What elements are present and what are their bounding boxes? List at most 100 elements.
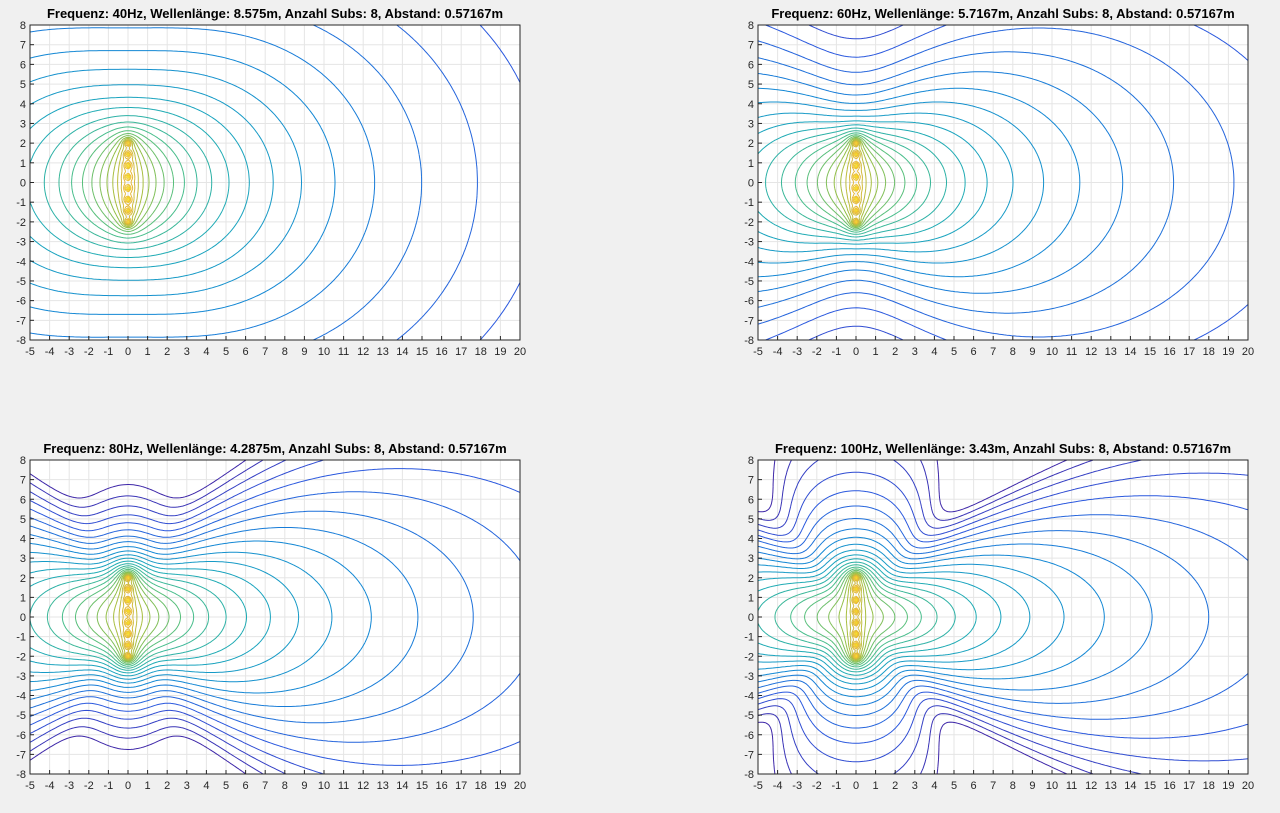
contour-line: [758, 460, 1142, 774]
y-tick-label: -3: [744, 671, 754, 683]
y-tick-label: -1: [16, 197, 26, 209]
x-tick-label: 12: [357, 780, 369, 792]
x-tick-label: -2: [84, 780, 94, 792]
contour-lines: [30, 25, 520, 340]
y-tick-label: 2: [20, 138, 26, 150]
x-tick-label: 11: [338, 346, 349, 358]
contour-line: [30, 540, 372, 694]
y-tick-label: -6: [744, 730, 754, 742]
y-tick-label: 5: [748, 79, 754, 91]
y-tick-label: -1: [16, 632, 26, 644]
contour-line: [30, 107, 230, 258]
contour-line: [758, 460, 1068, 774]
x-tick-label: 4: [203, 346, 209, 358]
x-tick-label: 17: [455, 780, 467, 792]
y-tick-label: -5: [16, 710, 26, 722]
x-tick-label: 9: [1029, 346, 1035, 358]
x-tick-label: -1: [832, 780, 842, 792]
y-tick-label: -8: [744, 335, 754, 347]
contour-line: [30, 68, 302, 297]
x-tick-label: 10: [1046, 346, 1058, 358]
contour-line: [758, 124, 966, 241]
x-tick-label: 6: [971, 780, 977, 792]
x-tick-label: -5: [25, 780, 35, 792]
contour-line: [91, 133, 165, 232]
subplot-title: Frequenz: 40Hz, Wellenlänge: 8.575m, Anz…: [47, 6, 503, 21]
contour-line: [118, 573, 138, 661]
y-tick-label: -6: [16, 730, 26, 742]
contour-line: [758, 558, 977, 676]
y-tick-label: 8: [748, 20, 754, 32]
y-tick-label: -1: [744, 197, 754, 209]
contour-line: [758, 87, 1081, 278]
y-tick-label: 4: [20, 99, 26, 111]
contour-line: [30, 560, 247, 674]
y-tick-label: -8: [16, 769, 26, 781]
x-tick-label: 14: [396, 346, 408, 358]
subplot-60hz: -5 -4 -3 -2 -1 0 1 2 3 4 5 6 7 8 9 10 11 12 13 14 15 16 17 18 19…: [744, 6, 1254, 358]
x-tick-label: 15: [416, 346, 428, 358]
y-tick-label: -2: [744, 217, 754, 229]
x-tick-label: 8: [282, 780, 288, 792]
contour-line: [758, 505, 1248, 729]
y-tick-label: 4: [20, 534, 26, 546]
y-tick-label: -5: [744, 276, 754, 288]
x-tick-label: -2: [84, 346, 94, 358]
x-tick-label: -1: [104, 780, 114, 792]
contour-line: [61, 567, 195, 667]
x-tick-label: 13: [1105, 346, 1117, 358]
contour-line: [758, 554, 1002, 680]
x-tick-label: 0: [125, 346, 131, 358]
y-tick-label: -4: [16, 691, 26, 703]
y-tick-label: -5: [744, 710, 754, 722]
contour-line: [794, 132, 918, 233]
x-tick-label: -3: [64, 780, 74, 792]
contour-line: [758, 101, 1045, 264]
contour-line: [840, 138, 872, 227]
contour-line: [849, 573, 863, 661]
y-tick-label: 5: [20, 514, 26, 526]
x-tick-label: 18: [475, 780, 487, 792]
x-tick-label: -4: [773, 780, 783, 792]
contour-line: [758, 27, 1235, 338]
x-tick-label: 1: [145, 780, 151, 792]
contour-line: [30, 460, 287, 774]
contour-line: [106, 136, 150, 229]
x-tick-label: -2: [812, 780, 822, 792]
y-tick-label: 0: [748, 178, 754, 190]
contour-line: [58, 121, 198, 244]
contour-line: [71, 126, 185, 239]
contour-line: [838, 572, 874, 662]
x-tick-label: 6: [243, 346, 249, 358]
contour-lines: [30, 460, 520, 774]
y-tick-label: -3: [16, 237, 26, 249]
y-tick-label: -2: [744, 651, 754, 663]
y-tick-label: 2: [20, 573, 26, 585]
x-tick-label: 19: [1222, 780, 1234, 792]
contour-line: [758, 51, 1175, 314]
y-tick-label: -7: [744, 315, 754, 327]
x-tick-label: 14: [1124, 780, 1136, 792]
x-tick-label: -5: [753, 780, 763, 792]
subplot-40hz: -5 -4 -3 -2 -1 0 1 2 3 4 5 6 7 8 9 10 11 12 13 14 15 16 17 18 19…: [16, 6, 526, 358]
y-tick-label: 2: [748, 138, 754, 150]
x-tick-label: 5: [223, 780, 229, 792]
y-tick-label: 6: [20, 494, 26, 506]
contour-line: [765, 127, 947, 238]
contour-line: [46, 565, 210, 669]
contour-line: [816, 569, 896, 665]
x-tick-label: 8: [1010, 780, 1016, 792]
contour-line: [43, 115, 213, 250]
y-tick-label: 4: [748, 99, 754, 111]
contour-line: [30, 468, 520, 766]
x-tick-label: 10: [318, 780, 330, 792]
contour-lines: [758, 460, 1248, 774]
y-tick-label: -7: [16, 315, 26, 327]
x-tick-label: -3: [64, 346, 74, 358]
y-tick-label: -6: [744, 296, 754, 308]
contour-line: [758, 120, 988, 245]
contour-line: [790, 566, 922, 668]
x-tick-label: 1: [873, 780, 879, 792]
y-tick-label: -2: [16, 217, 26, 229]
